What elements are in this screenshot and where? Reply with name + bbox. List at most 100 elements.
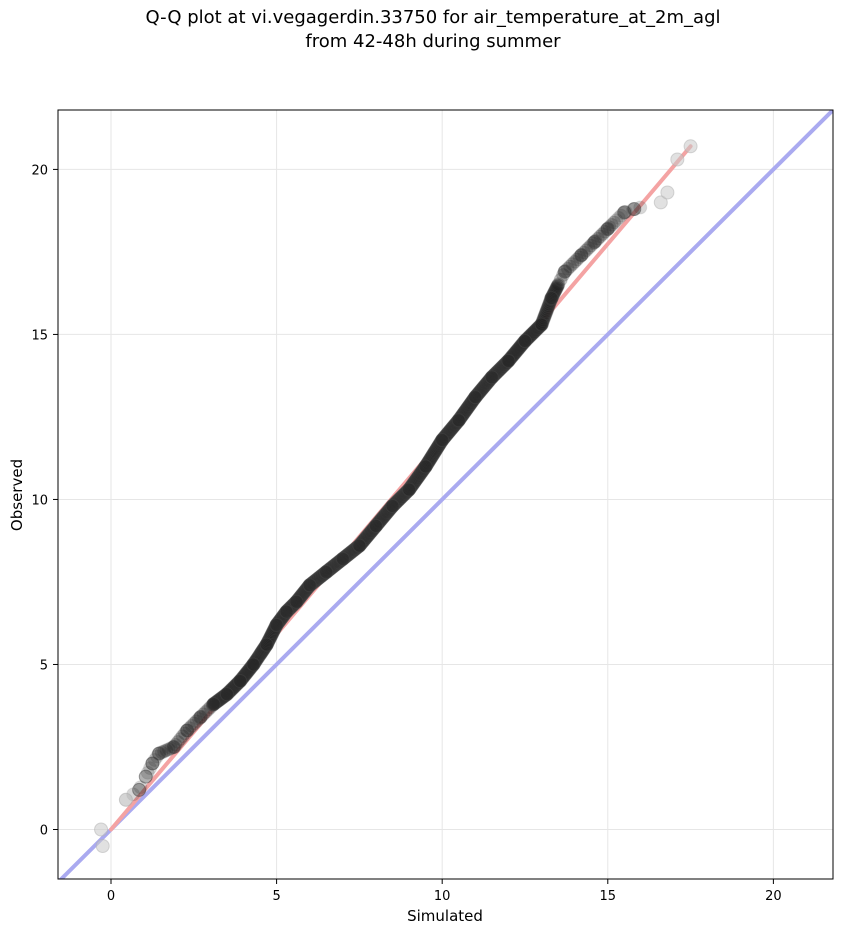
- x-tick-label: 5: [272, 889, 280, 904]
- x-tick-label: 20: [765, 889, 782, 904]
- qq-point: [238, 666, 253, 681]
- qq-point: [205, 698, 220, 713]
- qq-point: [352, 538, 367, 553]
- qq-point: [279, 604, 294, 619]
- y-axis-ticks: 0 5 10 15 20: [31, 163, 58, 838]
- qq-point: [484, 370, 499, 385]
- qq-point: [259, 637, 274, 652]
- qq-point: [534, 317, 549, 332]
- qq-point: [683, 139, 698, 154]
- qq-point: [138, 769, 153, 784]
- qq-point: [193, 710, 208, 725]
- qq-point: [660, 185, 675, 200]
- grid-lines: [58, 110, 833, 879]
- x-tick-label: 10: [434, 889, 451, 904]
- chart-title-line-1: Q-Q plot at vi.vegagerdin.33750 for air_…: [145, 7, 721, 28]
- x-tick-label: 15: [600, 889, 617, 904]
- qq-point: [557, 264, 572, 279]
- y-axis-label: Observed: [8, 459, 26, 531]
- qq-point: [551, 277, 566, 292]
- qq-point: [501, 353, 516, 368]
- qq-point: [218, 687, 233, 702]
- qq-point: [208, 695, 223, 710]
- qq-point: [94, 822, 109, 837]
- reference-lines: [58, 110, 833, 879]
- qq-point: [132, 782, 147, 797]
- y-tick-label: 10: [31, 493, 48, 508]
- qq-point: [468, 390, 483, 405]
- qq-point: [587, 235, 602, 250]
- qq-point: [517, 334, 532, 349]
- qq-point: [503, 351, 518, 366]
- qq-point: [548, 282, 563, 297]
- qq-point: [228, 678, 243, 693]
- qq-point: [544, 291, 559, 306]
- qq-point: [653, 195, 668, 210]
- qq-point: [230, 676, 245, 691]
- qq-point: [217, 688, 232, 703]
- qq-point: [194, 709, 209, 724]
- qq-point: [385, 499, 400, 514]
- qq-point: [240, 664, 255, 679]
- qq-point: [579, 243, 594, 258]
- qq-point: [523, 328, 538, 343]
- qq-point: [576, 245, 591, 260]
- data-points: [94, 139, 698, 853]
- qq-point: [269, 617, 284, 632]
- qq-point: [145, 756, 160, 771]
- qq-point: [532, 319, 547, 334]
- qq-point: [550, 279, 565, 294]
- qq-point: [553, 272, 568, 287]
- qq-point: [600, 221, 615, 236]
- qq-point: [435, 433, 450, 448]
- qq-point: [509, 343, 524, 358]
- qq-point: [537, 309, 552, 324]
- qq-point: [244, 659, 259, 674]
- qq-point: [335, 551, 350, 566]
- qq-point: [529, 322, 544, 337]
- qq-point: [242, 662, 257, 677]
- qq-point: [222, 684, 237, 699]
- qq-point: [581, 240, 596, 255]
- fit-line: [108, 144, 693, 832]
- qq-point: [289, 594, 304, 609]
- y-tick-label: 20: [31, 163, 48, 178]
- qq-point: [219, 687, 234, 702]
- qq-point: [528, 323, 543, 338]
- y-tick-label: 15: [31, 328, 48, 343]
- qq-point: [368, 518, 383, 533]
- qq-point: [220, 686, 235, 701]
- qq-point: [522, 329, 537, 344]
- qq-point: [604, 217, 619, 232]
- qq-point: [206, 697, 221, 712]
- qq-point: [526, 325, 541, 340]
- qq-point: [168, 737, 183, 752]
- x-axis-ticks: 0 5 10 15 20: [107, 879, 782, 904]
- qq-point: [533, 318, 548, 333]
- y-tick-label: 5: [40, 658, 48, 673]
- qq-point: [118, 792, 133, 807]
- chart-title-line-2: from 42-48h during summer: [305, 31, 561, 52]
- qq-point: [558, 264, 573, 279]
- qq-point: [520, 331, 535, 346]
- qq-point: [541, 299, 556, 314]
- qq-point: [236, 669, 251, 684]
- qq-point: [574, 248, 589, 263]
- qq-point: [451, 413, 466, 428]
- qq-point: [159, 743, 174, 758]
- qq-point: [224, 682, 239, 697]
- qq-point: [670, 152, 685, 167]
- qq-point: [518, 333, 533, 348]
- qq-point: [510, 343, 525, 358]
- plot-frame: [57, 109, 834, 880]
- qq-point: [548, 283, 563, 298]
- qq-point: [516, 336, 531, 351]
- qq-point: [550, 278, 565, 293]
- qq-point: [572, 250, 587, 265]
- x-axis-label: Simulated: [407, 907, 483, 925]
- chart-title: Q-Q plot at vi.vegagerdin.33750 for air_…: [0, 6, 843, 54]
- qq-point: [207, 696, 222, 711]
- qq-point: [611, 210, 626, 225]
- qq-point: [152, 746, 167, 761]
